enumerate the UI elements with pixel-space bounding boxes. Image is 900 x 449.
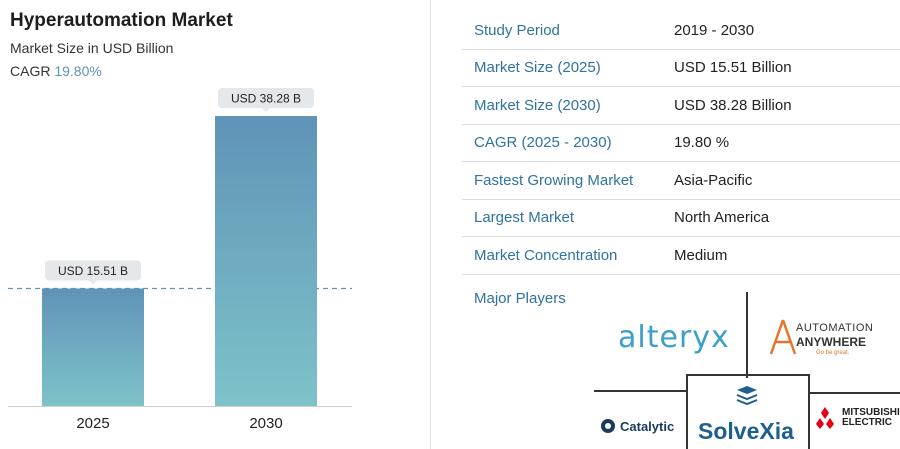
catalytic-icon xyxy=(601,419,615,433)
bar-2025 xyxy=(42,288,144,406)
data-label-bg xyxy=(218,88,314,108)
market-facts-table: Study Period 2019 - 2030 Market Size (2025… xyxy=(462,12,900,275)
market-chart-panel: Hyperautomation Market Market Size in US… xyxy=(0,0,430,449)
mitsubishi-line1: MITSUBISHI xyxy=(842,407,900,418)
solvexia-icon xyxy=(736,386,758,406)
fact-row: CAGR (2025 - 2030) 19.80 % xyxy=(462,125,900,162)
mitsubishi-diamonds-icon xyxy=(816,407,834,429)
fact-row: Study Period 2019 - 2030 xyxy=(462,12,900,50)
logo-grid-line xyxy=(686,374,688,449)
logo-grid-line xyxy=(746,292,748,378)
x-tick-label: 2030 xyxy=(249,415,282,432)
catalytic-name: Catalytic xyxy=(620,418,675,434)
fact-row: Market Concentration Medium xyxy=(462,237,900,275)
logo-grid-line xyxy=(686,374,810,376)
cagr-value: 19.80% xyxy=(54,63,102,79)
chart-title: Hyperautomation Market xyxy=(10,10,233,31)
fact-row: Fastest Growing Market Asia-Pacific xyxy=(462,162,900,200)
fact-row: Largest Market North America xyxy=(462,200,900,237)
fact-value: Asia-Pacific xyxy=(674,171,753,189)
logo-grid-line xyxy=(808,374,810,449)
fact-value: USD 15.51 Billion xyxy=(674,59,792,77)
fact-key: Market Size (2030) xyxy=(474,96,601,114)
data-label: USD 15.51 B xyxy=(58,264,128,278)
fact-value: 19.80 % xyxy=(674,134,730,152)
fact-value: North America xyxy=(674,209,770,227)
data-label: USD 38.28 B xyxy=(231,92,301,106)
mitsubishi-electric-logo: MITSUBISHI ELECTRIC xyxy=(812,406,900,430)
bar-2030 xyxy=(215,116,317,406)
automation-anywhere-line1: AUTOMATION xyxy=(796,322,874,334)
logo-grid-line xyxy=(594,390,686,392)
cagr-line: CAGR 19.80% xyxy=(10,63,102,79)
fact-key: Largest Market xyxy=(474,209,575,227)
fact-value: USD 38.28 Billion xyxy=(674,96,792,114)
catalytic-logo: Catalytic xyxy=(600,418,674,434)
fact-value: Medium xyxy=(674,246,728,264)
fact-key: Market Size (2025) xyxy=(474,59,601,77)
fact-row: Market Size (2030) USD 38.28 Billion xyxy=(462,87,900,125)
mitsubishi-line2: ELECTRIC xyxy=(842,417,892,428)
solvexia-logo: SolveXia xyxy=(698,418,794,444)
major-players-label: Major Players xyxy=(474,290,566,307)
fact-value: 2019 - 2030 xyxy=(674,21,755,39)
logo-grid-line xyxy=(808,392,900,394)
data-label-pointer xyxy=(262,108,270,112)
automation-anywhere-a-icon xyxy=(769,319,797,355)
fact-key: CAGR (2025 - 2030) xyxy=(474,134,612,152)
automation-anywhere-tagline: Go be great. xyxy=(816,350,850,356)
bar-chart: USD 15.51 B 2025 USD 38.28 B 2030 xyxy=(8,88,352,432)
fact-key: Study Period xyxy=(474,21,560,39)
automation-anywhere-line2: ANYWHERE xyxy=(796,335,867,349)
chart-subtitle: Market Size in USD Billion xyxy=(10,40,174,56)
data-label-bg xyxy=(45,260,141,281)
data-label-pointer xyxy=(89,280,97,285)
fact-key: Fastest Growing Market xyxy=(474,171,634,189)
fact-key: Market Concentration xyxy=(474,246,618,264)
x-tick-label: 2025 xyxy=(76,415,109,432)
panel-divider xyxy=(430,0,431,449)
alteryx-logo: alteryx xyxy=(618,320,730,355)
cagr-label: CAGR xyxy=(10,63,51,79)
automation-anywhere-logo: AUTOMATION ANYWHERE Go be great. xyxy=(768,316,898,362)
major-players-logos: alteryx AUTOMATION ANYWHERE Go be great.… xyxy=(590,292,900,449)
fact-row: Market Size (2025) USD 15.51 Billion xyxy=(462,50,900,87)
